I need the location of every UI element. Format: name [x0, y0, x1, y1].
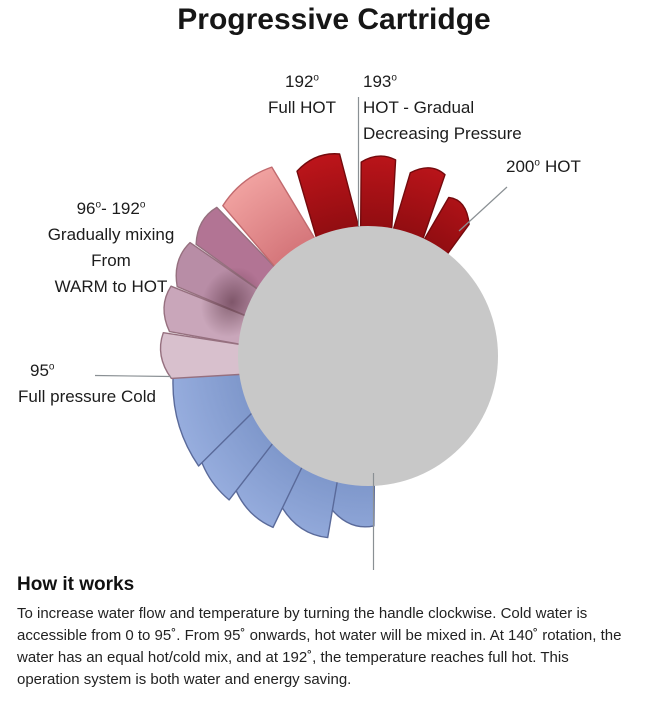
body-line: water has an equal hot/cold mix, and at …	[17, 649, 569, 666]
handle-disc	[238, 226, 498, 486]
pointer-95-cold	[94, 374, 172, 378]
petal-hot-12	[359, 155, 397, 237]
label-max-hot: 200o HOT	[506, 157, 581, 176]
label-gradual-pressure: 193o HOT - Gradual Decreasing Pressure	[363, 69, 522, 147]
label-mixing-line3: WARM to HOT	[54, 277, 168, 296]
pointer-200-hot	[458, 186, 508, 232]
how-it-works-heading: How it works	[17, 574, 135, 595]
degree-mark: o	[139, 199, 146, 211]
label-gradual-line2: Decreasing Pressure	[363, 124, 522, 143]
label-cold-text: Full pressure Cold	[18, 387, 156, 406]
degree-mark: o	[391, 72, 397, 84]
label-full-hot: 192o Full HOT	[240, 69, 364, 121]
degree-mark: o	[313, 72, 319, 84]
label-full-hot-text: Full HOT	[268, 98, 336, 117]
label-gradual-line1: HOT - Gradual	[363, 98, 475, 117]
label-mixing-range: 96o- 192o	[76, 199, 146, 218]
how-it-works-body: To increase water flow and temperature b…	[17, 603, 657, 691]
degree-mark: o	[534, 157, 540, 169]
degree-mark: o	[48, 361, 55, 373]
label-cold-zone: 95o Full pressure Cold	[18, 358, 156, 410]
label-cold-degrees: 95o	[30, 361, 55, 380]
degree-mark: o	[95, 199, 102, 211]
label-mixing-zone: 96o- 192o Gradually mixing From WARM to …	[15, 196, 207, 300]
label-mixing-line1: Gradually mixing	[47, 225, 175, 244]
body-line: accessible from 0 to 95˚. From 95˚ onwar…	[17, 627, 622, 644]
body-line: operation system is both water and energ…	[17, 671, 352, 688]
page-title: Progressive Cartridge	[177, 3, 491, 36]
label-mixing-line2: From	[91, 251, 131, 270]
how-it-works-section: How it works To increase water flow and …	[17, 574, 657, 691]
body-line: To increase water flow and temperature b…	[17, 605, 588, 622]
label-full-hot-degrees: 192o	[285, 72, 319, 91]
label-gradual-degrees: 193o	[363, 72, 397, 91]
